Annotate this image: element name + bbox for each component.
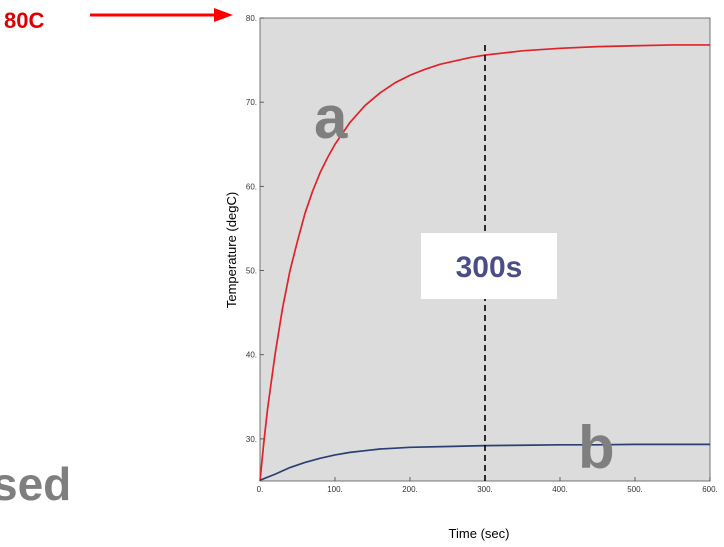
y-tick-label: 70. — [246, 98, 257, 107]
y-tick-label: 30. — [246, 435, 257, 444]
axis-ticks: 0. 100. 200. 300. 400. 500. 600. 30. 40. 50. 60. 70… — [246, 14, 718, 494]
x-tick-label: 300. — [477, 485, 493, 494]
x-tick-label: 200. — [402, 485, 418, 494]
y-axis-title: Temperature (degC) — [224, 192, 239, 308]
series-b-line — [259, 443, 710, 481]
curve-a-label: a — [314, 84, 348, 151]
series-a-line — [259, 44, 710, 482]
marker-label-box — [421, 233, 557, 299]
x-axis-title: Time (sec) — [449, 526, 510, 541]
callout-arrow-head — [214, 8, 233, 22]
curve-b-label: b — [578, 414, 615, 481]
series-group — [259, 44, 710, 482]
x-tick-label: 600. — [702, 485, 718, 494]
y-tick-label: 80. — [246, 14, 257, 23]
y-tick-label: 60. — [246, 182, 257, 191]
cropped-slide-text: sed — [0, 458, 71, 510]
marker-label: 300s — [456, 251, 523, 284]
y-tick-label: 40. — [246, 351, 257, 360]
x-tick-label: 400. — [552, 485, 568, 494]
x-tick-label: 0. — [257, 485, 264, 494]
y-tick-label: 50. — [246, 267, 257, 276]
callout-80c-label: 80C — [4, 8, 44, 33]
x-tick-label: 100. — [327, 485, 343, 494]
x-tick-label: 500. — [627, 485, 643, 494]
